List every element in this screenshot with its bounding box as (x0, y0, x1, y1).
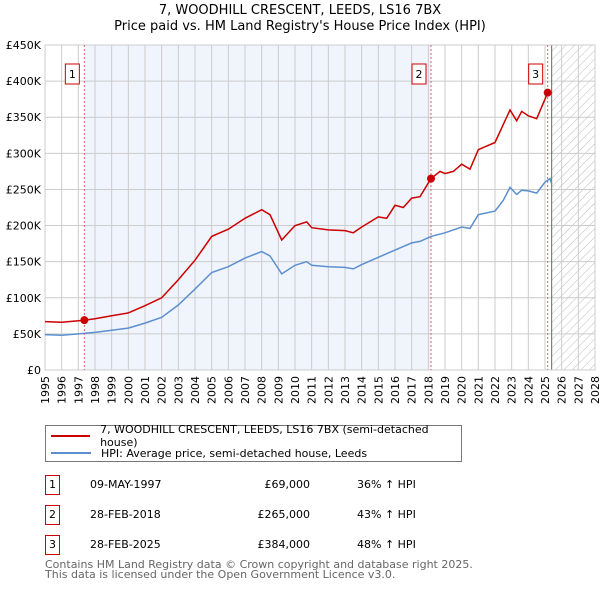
table-row: 1 09-MAY-1997 £69,000 36% ↑ HPI (45, 475, 465, 495)
y-tick-label: £300K (6, 147, 42, 160)
sale-price: £265,000 (257, 508, 311, 521)
legend-item-property: 7, WOODHILL CRESCENT, LEEDS, LS16 7BX (s… (46, 423, 461, 449)
sale-price: £384,000 (257, 538, 311, 551)
property-price-line (44, 89, 551, 324)
sale-label-box (64, 63, 80, 85)
x-tick-label: 2008 (256, 376, 269, 404)
forecast-hatch (551, 45, 595, 370)
sale-marker-badge: 2 (45, 505, 60, 525)
legend: 7, WOODHILL CRESCENT, LEEDS, LS16 7BX (s… (45, 423, 462, 462)
sale-hpi-diff: 48% ↑ HPI (357, 538, 416, 551)
x-tick-label: 2022 (489, 376, 502, 404)
x-tick-label: 2021 (472, 376, 485, 404)
x-tick-label: 2001 (139, 376, 152, 404)
x-tick-label: 1997 (72, 376, 85, 404)
y-tick-label: £350K (6, 111, 42, 124)
legend-swatch (51, 452, 91, 454)
x-tick-label: 2015 (372, 376, 385, 404)
sale-point (80, 316, 89, 325)
y-tick-label: £400K (6, 75, 42, 88)
chart-subtitle: Price paid vs. HM Land Registry's House … (114, 19, 486, 34)
sale-date: 28-FEB-2018 (90, 508, 161, 521)
x-tick-label: 2004 (189, 376, 202, 404)
shaded-ownership-region (84, 45, 431, 370)
x-tick-label: 2019 (439, 376, 452, 404)
sale-date: 28-FEB-2025 (90, 538, 161, 551)
x-tick-label: 2023 (506, 376, 519, 404)
sale-label-box (528, 63, 544, 85)
x-tick-label: 2009 (272, 376, 285, 404)
table-row: 3 28-FEB-2025 £384,000 48% ↑ HPI (45, 535, 465, 555)
y-tick-label: £100K (6, 292, 42, 305)
legend-item-hpi: HPI: Average price, semi-detached house,… (46, 445, 367, 461)
chart-title: 7, WOODHILL CRESCENT, LEEDS, LS16 7BX (158, 3, 442, 18)
x-tick-label: 2026 (556, 376, 569, 404)
x-tick-label: 2027 (572, 376, 585, 404)
x-tick-label: 2005 (206, 376, 219, 404)
x-tick-label: 2016 (389, 376, 402, 404)
sale-point (427, 174, 435, 183)
hpi-line (44, 177, 553, 337)
x-tick-label: 1999 (106, 376, 119, 404)
x-tick-label: 2024 (522, 376, 535, 404)
x-tick-label: 2017 (406, 376, 419, 404)
footer-line: Contains HM Land Registry data © Crown c… (45, 558, 473, 571)
x-tick-label: 2010 (289, 376, 302, 404)
y-tick-label: £200K (6, 220, 42, 233)
y-tick-label: £0 (27, 364, 41, 377)
legend-label: HPI: Average price, semi-detached house,… (101, 446, 368, 460)
legend-label: 7, WOODHILL CRESCENT, LEEDS, LS16 7BX (s… (100, 423, 429, 449)
x-tick-label: 1995 (39, 376, 52, 404)
table-row: 2 28-FEB-2018 £265,000 43% ↑ HPI (45, 505, 465, 525)
sale-marker-badge: 3 (45, 535, 60, 555)
x-tick-label: 2002 (156, 376, 169, 404)
y-tick-label: £50K (13, 328, 42, 341)
sale-date: 09-MAY-1997 (90, 478, 162, 491)
x-tick-label: 2007 (239, 376, 252, 404)
x-tick-label: 2018 (422, 376, 435, 404)
footer-line: This data is licensed under the Open Gov… (45, 568, 396, 581)
sale-hpi-diff: 36% ↑ HPI (357, 478, 416, 491)
price-chart: 1995 1996 1997 1998 1999 2000 2001 2002 2003 2004… (6, 39, 600, 404)
x-tick-label: 2025 (539, 376, 552, 404)
sale-price: £69,000 (264, 478, 311, 491)
sale-label: 3 (532, 68, 539, 81)
x-tick-label: 2000 (122, 376, 135, 404)
y-tick-label: £250K (6, 183, 42, 196)
plot-frame (44, 44, 596, 371)
x-tick-label: 2014 (356, 376, 369, 404)
sale-label: 2 (416, 68, 423, 81)
footer: Contains HM Land Registry data © Crown c… (45, 558, 473, 581)
x-tick-label: 2012 (322, 376, 335, 404)
sale-point (543, 88, 552, 97)
sale-hpi-diff: 43% ↑ HPI (357, 508, 416, 521)
sale-label: 1 (69, 68, 76, 81)
y-tick-label: £150K (6, 256, 42, 269)
x-tick-label: 1996 (56, 376, 69, 404)
y-tick-label: £450K (6, 39, 42, 52)
sale-marker-badge: 1 (45, 475, 60, 495)
x-tick-label: 1998 (89, 376, 102, 404)
x-tick-label: 2003 (172, 376, 185, 404)
sale-label-box (411, 63, 427, 85)
x-tick-label: 2028 (589, 376, 600, 404)
legend-swatch (51, 435, 91, 437)
x-tick-label: 2006 (222, 376, 235, 404)
x-tick-label: 2013 (339, 376, 352, 404)
x-tick-label: 2011 (306, 376, 319, 404)
x-tick-label: 2020 (456, 376, 469, 404)
